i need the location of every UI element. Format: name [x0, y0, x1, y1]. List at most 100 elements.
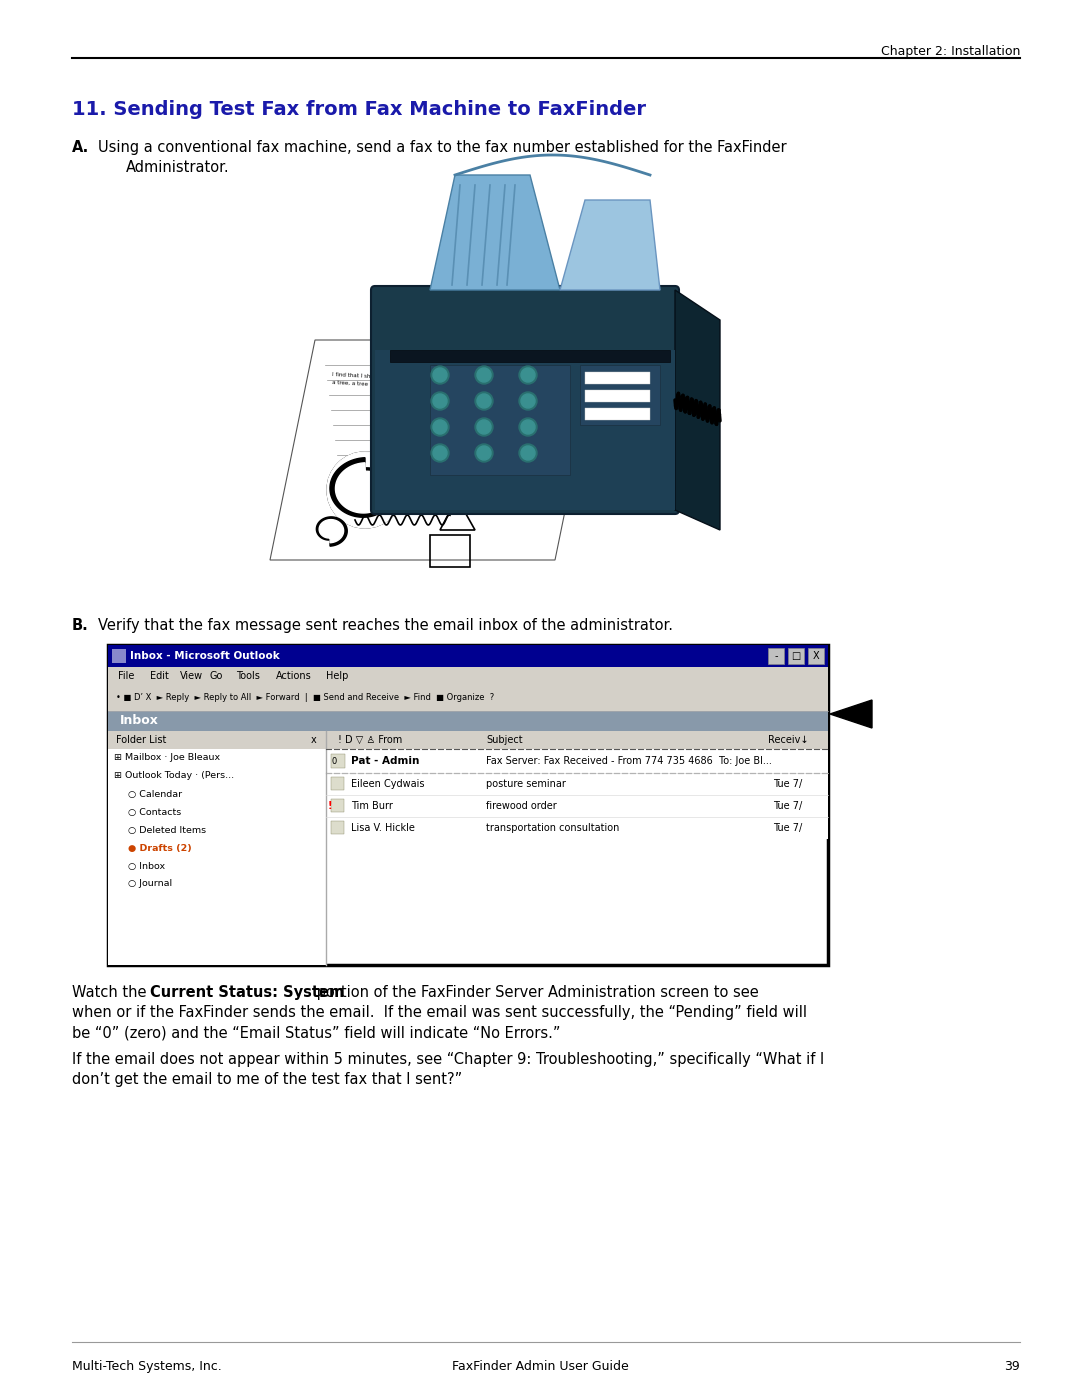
Bar	[585, 372, 650, 384]
Text: a tree, a tree forever: a tree, a tree forever	[332, 380, 390, 388]
Circle shape	[433, 394, 447, 408]
Circle shape	[327, 453, 403, 528]
Bar	[330, 799, 345, 812]
Polygon shape	[336, 462, 390, 513]
Text: Tue 7/: Tue 7/	[773, 780, 802, 789]
Circle shape	[347, 472, 383, 509]
Polygon shape	[430, 175, 561, 291]
Bar	[108, 645, 828, 666]
Text: ! D ▽ ♙ From: ! D ▽ ♙ From	[338, 735, 402, 745]
Text: 11. Sending Test Fax from Fax Machine to FaxFinder: 11. Sending Test Fax from Fax Machine to…	[72, 101, 646, 119]
Text: Subject: Subject	[486, 735, 523, 745]
Circle shape	[475, 418, 492, 436]
Polygon shape	[316, 517, 348, 546]
Text: Chapter 2: Installation: Chapter 2: Installation	[880, 45, 1020, 59]
Text: transportation consultation: transportation consultation	[486, 823, 619, 833]
Circle shape	[433, 420, 447, 434]
Text: Administrator.: Administrator.	[126, 161, 230, 175]
Bar	[326, 773, 828, 795]
Text: If the email does not appear within 5 minutes, see “Chapter 9: Troubleshooting,”: If the email does not appear within 5 mi…	[72, 1052, 824, 1067]
FancyBboxPatch shape	[372, 286, 679, 514]
Bar	[430, 535, 470, 567]
Text: posture seminar: posture seminar	[486, 780, 566, 789]
Text: Inbox: Inbox	[120, 714, 159, 728]
Bar	[390, 351, 670, 362]
Text: Multi-Tech Systems, Inc.: Multi-Tech Systems, Inc.	[72, 1361, 221, 1373]
Bar	[808, 648, 824, 664]
Text: Test Fax – Verses, Target, Shapes: Test Fax – Verses, Target, Shapes	[390, 358, 517, 373]
Circle shape	[337, 462, 393, 518]
Circle shape	[521, 420, 535, 434]
Text: I find that I shall never see a poem lovely: I find that I shall never see a poem lov…	[332, 372, 447, 383]
Bar	[108, 645, 828, 965]
Circle shape	[361, 486, 369, 495]
Bar	[330, 777, 345, 789]
Text: !: !	[328, 800, 333, 812]
Circle shape	[519, 418, 537, 436]
Bar	[788, 648, 804, 664]
Circle shape	[475, 366, 492, 384]
Text: □: □	[792, 651, 800, 661]
Bar	[108, 685, 828, 711]
Circle shape	[477, 420, 491, 434]
Circle shape	[519, 444, 537, 462]
Circle shape	[433, 446, 447, 460]
Text: Current Status: System: Current Status: System	[150, 985, 345, 1000]
Text: Tools: Tools	[237, 671, 260, 680]
Text: A.: A.	[72, 140, 90, 155]
Text: ○ Journal: ○ Journal	[129, 880, 172, 888]
Circle shape	[337, 462, 393, 518]
Text: • ■ D’ X  ► Reply  ► Reply to All  ► Forward  |  ■ Send and Receive  ► Find  ■ O: • ■ D’ X ► Reply ► Reply to All ► Forwar…	[116, 693, 495, 703]
Text: Pat - Admin: Pat - Admin	[351, 756, 419, 766]
Text: don’t get the email to me of the test fax that I sent?”: don’t get the email to me of the test fa…	[72, 1071, 462, 1087]
Text: Tue 7/: Tue 7/	[773, 800, 802, 812]
Text: ⊞ Mailbox · Joe Bleaux: ⊞ Mailbox · Joe Bleaux	[114, 753, 220, 763]
Text: Folder List: Folder List	[116, 735, 166, 745]
Circle shape	[361, 486, 369, 495]
Circle shape	[475, 444, 492, 462]
Text: ○ Inbox: ○ Inbox	[129, 862, 165, 870]
Text: View: View	[180, 671, 203, 680]
Bar	[326, 817, 828, 840]
Circle shape	[521, 446, 535, 460]
Bar	[330, 821, 345, 834]
Text: Help: Help	[326, 671, 349, 680]
Polygon shape	[675, 291, 720, 529]
Bar	[326, 795, 828, 817]
Polygon shape	[831, 700, 872, 728]
Text: 39: 39	[1004, 1361, 1020, 1373]
Circle shape	[477, 367, 491, 381]
Bar	[108, 749, 326, 965]
Text: x: x	[311, 735, 316, 745]
Text: Tue 7/: Tue 7/	[773, 823, 802, 833]
Text: ⊞ Outlook Today · (Pers...: ⊞ Outlook Today · (Pers...	[114, 771, 234, 781]
Circle shape	[519, 366, 537, 384]
Text: Tim Burr: Tim Burr	[351, 800, 393, 812]
Text: X: X	[812, 651, 820, 661]
Bar	[108, 666, 828, 685]
Bar	[585, 408, 650, 420]
Text: FaxFinder Admin User Guide: FaxFinder Admin User Guide	[451, 1361, 629, 1373]
Circle shape	[477, 394, 491, 408]
Text: when or if the FaxFinder sends the email.  If the email was sent successfully, t: when or if the FaxFinder sends the email…	[72, 1004, 807, 1020]
Circle shape	[327, 453, 403, 528]
Text: -: -	[774, 651, 778, 661]
Circle shape	[347, 472, 383, 509]
Text: Verify that the fax message sent reaches the email inbox of the administrator.: Verify that the fax message sent reaches…	[98, 617, 673, 633]
Circle shape	[355, 481, 375, 500]
Bar	[108, 731, 828, 749]
Bar	[330, 754, 345, 768]
Bar	[108, 711, 828, 731]
Text: ○ Calendar: ○ Calendar	[129, 789, 183, 799]
Text: Receiv↓: Receiv↓	[768, 735, 809, 745]
Text: ○ Contacts: ○ Contacts	[129, 807, 181, 816]
Text: 0: 0	[330, 757, 336, 766]
Text: Lisa V. Hickle: Lisa V. Hickle	[351, 823, 415, 833]
Text: Inbox - Microsoft Outlook: Inbox - Microsoft Outlook	[130, 651, 280, 661]
Circle shape	[521, 394, 535, 408]
Text: Eileen Cydwais: Eileen Cydwais	[351, 780, 424, 789]
Text: be “0” (zero) and the “Email Status” field will indicate “No Errors.”: be “0” (zero) and the “Email Status” fie…	[72, 1025, 561, 1039]
Text: Fax Server: Fax Received - From 774 735 4686  To: Joe Bl...: Fax Server: Fax Received - From 774 735 …	[486, 756, 772, 766]
Bar	[326, 749, 828, 773]
Circle shape	[355, 481, 375, 500]
